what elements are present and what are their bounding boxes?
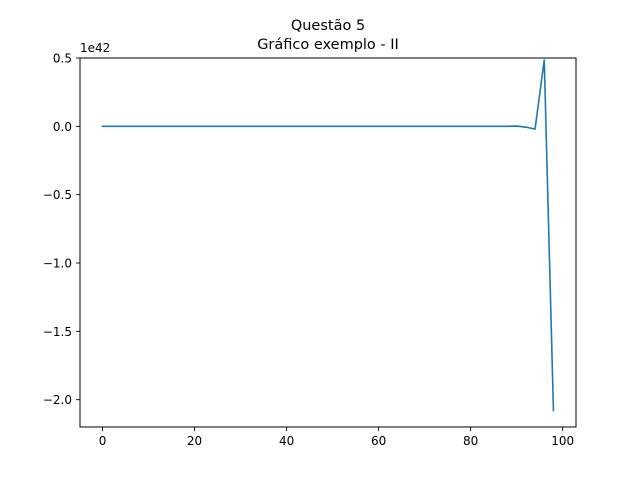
x-tick-label: 100 bbox=[551, 434, 574, 448]
x-tick-label: 40 bbox=[279, 434, 294, 448]
y-axis-ticks: 0.5 0.0 −0.5 −1.0 −1.5 −2.0 bbox=[43, 52, 80, 407]
x-axis-ticks: 0 20 40 60 80 100 bbox=[99, 427, 574, 448]
y-tick-label: 0.5 bbox=[53, 52, 72, 66]
series-layer bbox=[101, 59, 555, 412]
x-tick-label: 0 bbox=[99, 434, 107, 448]
series-line-0 bbox=[101, 59, 555, 412]
y-tick-label: −1.0 bbox=[43, 257, 72, 271]
y-scale-offset-label: 1e42 bbox=[80, 41, 110, 55]
plot-area bbox=[80, 58, 576, 427]
x-tick-label: 60 bbox=[371, 434, 386, 448]
y-tick-label: −0.5 bbox=[43, 188, 72, 202]
x-tick-label: 20 bbox=[187, 434, 202, 448]
y-tick-label: −2.0 bbox=[43, 393, 72, 407]
x-tick-label: 80 bbox=[463, 434, 478, 448]
y-tick-label: −1.5 bbox=[43, 325, 72, 339]
y-tick-label: 0.0 bbox=[53, 120, 72, 134]
axes-frame bbox=[79, 57, 577, 428]
chart-subtitle: Gráfico exemplo - II bbox=[257, 37, 399, 53]
chart-title: Questão 5 bbox=[291, 18, 365, 34]
